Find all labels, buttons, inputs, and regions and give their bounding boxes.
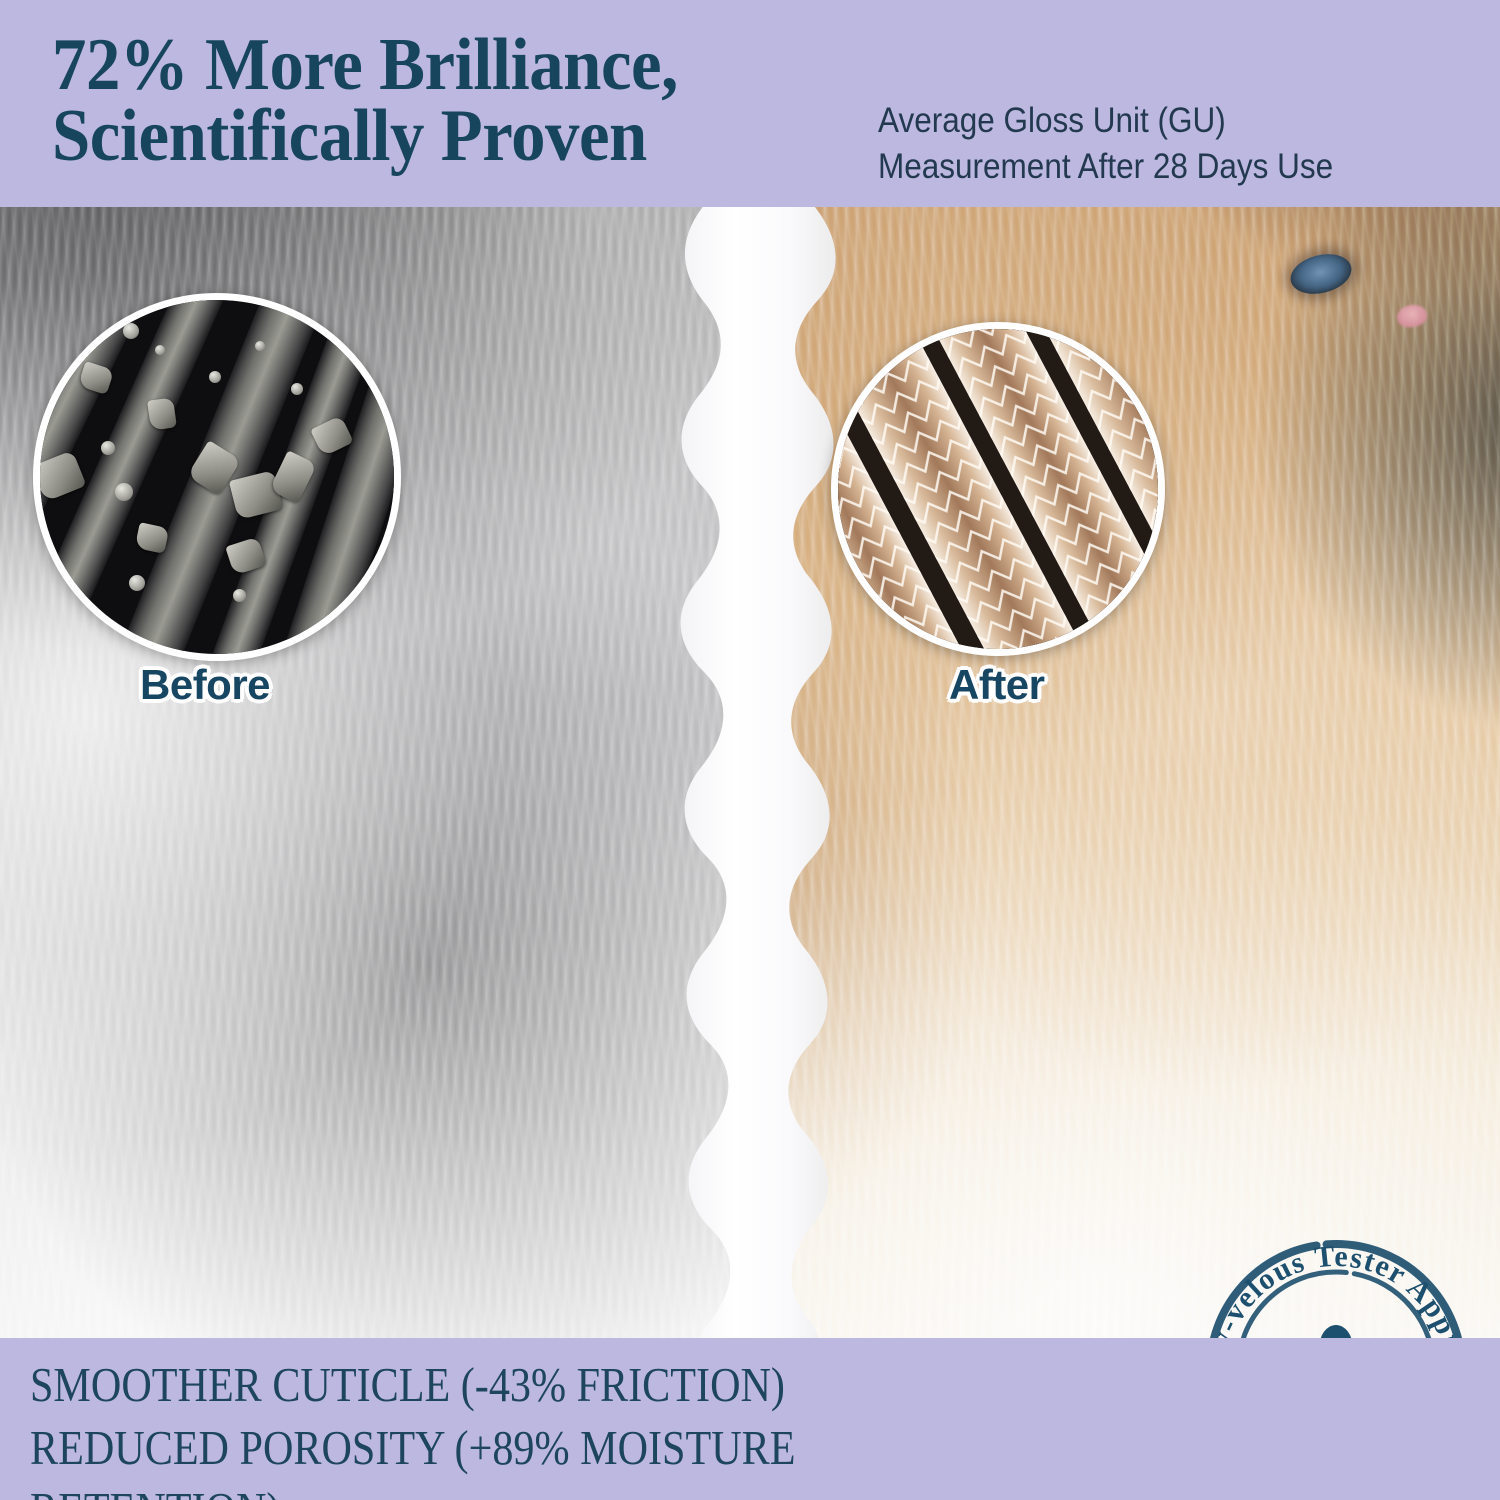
before-photo-grayscale-cat	[0, 0, 770, 1500]
before-fur-strands	[0, 0, 770, 1500]
after-label: After	[949, 661, 1045, 708]
sem-damaged-cuticle-image	[40, 300, 394, 654]
before-label: Before	[140, 661, 271, 708]
sem-smooth-cuticle-image	[838, 329, 1158, 649]
before-microscope-inset	[33, 293, 401, 661]
footer-band: SMOOTHER CUTICLE (-43% FRICTION) REDUCED…	[0, 1338, 1500, 1500]
after-photo-color-cat	[730, 0, 1500, 1500]
page-title: 72% More Brilliance, Scientifically Prov…	[52, 24, 678, 178]
before-fur-texture	[0, 0, 770, 1500]
before-fur-strands-secondary	[0, 0, 770, 1500]
header-subtitle: Average Gloss Unit (GU) Measurement Afte…	[878, 101, 1334, 186]
header-band: 72% More Brilliance, Scientifically Prov…	[0, 0, 1500, 207]
footer-claims-text: SMOOTHER CUTICLE (-43% FRICTION) REDUCED…	[30, 1357, 796, 1500]
after-microscope-inset	[831, 322, 1165, 656]
